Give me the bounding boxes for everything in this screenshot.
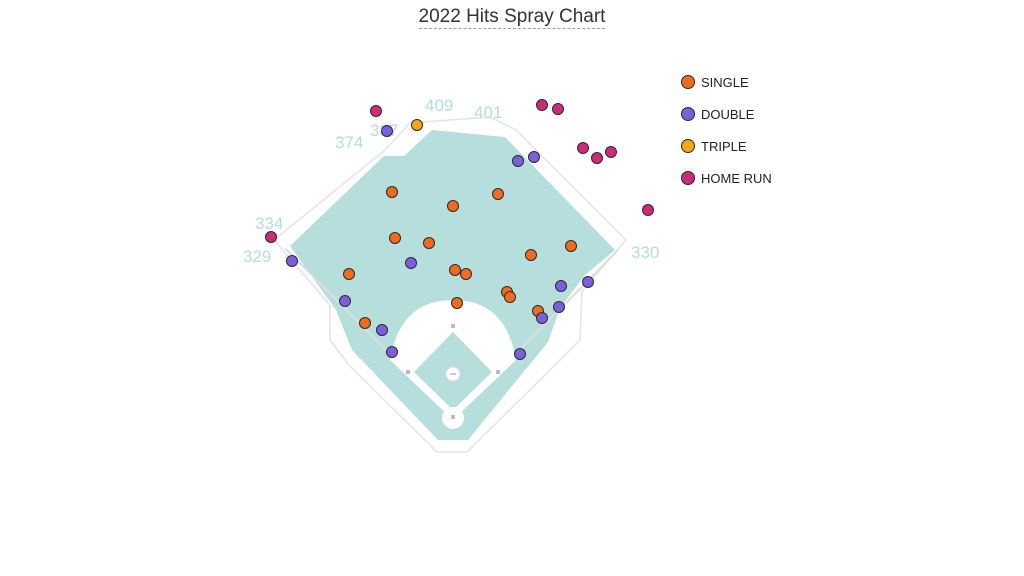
single-point-3[interactable] <box>389 232 401 244</box>
outfield <box>290 130 615 440</box>
pitchers-rubber <box>450 373 456 375</box>
third-base <box>406 370 410 374</box>
stadium-outline <box>272 116 628 453</box>
single-point-12[interactable] <box>451 297 463 309</box>
chart-title: 2022 Hits Spray Chart <box>418 6 606 29</box>
single-point-7[interactable] <box>525 249 537 261</box>
legend-label-double[interactable]: DOUBLE <box>701 107 755 122</box>
legend-marker-home-run[interactable] <box>681 171 695 185</box>
home-run-point-3[interactable] <box>577 142 589 154</box>
double-point-10[interactable] <box>555 280 567 292</box>
home-run-point-2[interactable] <box>552 103 564 115</box>
distance-label-334: 334 <box>255 214 283 233</box>
double-point-11[interactable] <box>553 301 565 313</box>
double-point-5[interactable] <box>339 295 351 307</box>
legend-label-single[interactable]: SINGLE <box>701 75 749 90</box>
single-point-11[interactable] <box>504 291 516 303</box>
distance-label-401: 401 <box>474 103 502 122</box>
home-run-point-1[interactable] <box>536 99 548 111</box>
double-point-6[interactable] <box>376 324 388 336</box>
double-point-9[interactable] <box>582 276 594 288</box>
single-point-5[interactable] <box>449 264 461 276</box>
triple-point-0[interactable] <box>411 119 423 131</box>
double-point-7[interactable] <box>386 346 398 358</box>
distance-label-409: 409 <box>425 96 453 115</box>
home-run-point-4[interactable] <box>591 152 603 164</box>
hit-points <box>265 99 654 360</box>
distance-label-330: 330 <box>631 243 659 262</box>
home-run-point-6[interactable] <box>642 204 654 216</box>
single-point-0[interactable] <box>386 186 398 198</box>
double-point-1[interactable] <box>512 155 524 167</box>
home-run-point-7[interactable] <box>265 231 277 243</box>
distance-label-374: 374 <box>335 133 363 152</box>
double-point-4[interactable] <box>405 257 417 269</box>
single-point-1[interactable] <box>447 200 459 212</box>
legend-marker-triple[interactable] <box>681 139 695 153</box>
legend-marker-double[interactable] <box>681 107 695 121</box>
single-point-4[interactable] <box>423 237 435 249</box>
home-run-point-0[interactable] <box>370 105 382 117</box>
double-point-0[interactable] <box>381 125 393 137</box>
single-point-8[interactable] <box>565 240 577 252</box>
double-point-2[interactable] <box>528 151 540 163</box>
double-point-8[interactable] <box>514 348 526 360</box>
single-point-6[interactable] <box>460 268 472 280</box>
legend-label-triple[interactable]: TRIPLE <box>701 139 747 154</box>
second-base <box>451 324 455 328</box>
double-point-12[interactable] <box>536 312 548 324</box>
single-point-2[interactable] <box>492 188 504 200</box>
home-run-point-5[interactable] <box>605 146 617 158</box>
distance-label-329: 329 <box>243 247 271 266</box>
single-point-14[interactable] <box>359 317 371 329</box>
double-point-3[interactable] <box>286 255 298 267</box>
single-point-9[interactable] <box>343 268 355 280</box>
legend: SINGLE DOUBLE TRIPLE HOME RUN <box>681 75 772 186</box>
legend-marker-single[interactable] <box>681 75 695 89</box>
legend-label-home-run[interactable]: HOME RUN <box>701 171 772 186</box>
first-base <box>496 370 500 374</box>
home-plate <box>451 415 455 419</box>
